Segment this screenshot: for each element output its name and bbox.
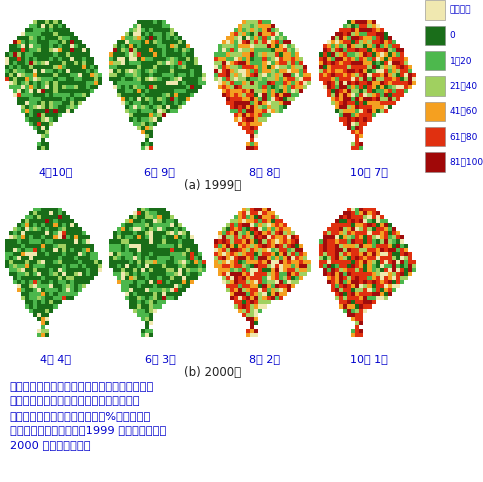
Text: 61－80: 61－80: [450, 132, 478, 141]
Bar: [426, 26, 445, 45]
Text: 水田なし: 水田なし: [450, 6, 471, 14]
Bar: [426, 102, 445, 121]
Text: 図４　作付時期・作付面積推定モデルより概定
した水田作付面積率（各メッシュにおける
［作付面積／水田面積］の値（%））の期別
変化（メコン河下流域、1999 年: 図４ 作付時期・作付面積推定モデルより概定 した水田作付面積率（各メッシュにおけ…: [10, 382, 166, 450]
Text: 0: 0: [450, 31, 455, 40]
Text: 41－60: 41－60: [450, 107, 478, 116]
Bar: [426, 0, 445, 20]
Text: 8月 8日: 8月 8日: [249, 167, 280, 177]
Text: 10月 7日: 10月 7日: [350, 167, 388, 177]
Text: 4月10日: 4月10日: [38, 167, 72, 177]
Bar: [426, 76, 445, 95]
Text: 8月 2日: 8月 2日: [249, 354, 280, 364]
Text: (a) 1999年: (a) 1999年: [184, 179, 241, 192]
Text: 10月 1日: 10月 1日: [350, 354, 388, 364]
Text: 6月 3日: 6月 3日: [144, 354, 175, 364]
Text: 4月 4日: 4月 4日: [40, 354, 71, 364]
Bar: [426, 152, 445, 172]
Text: 6月 9日: 6月 9日: [144, 167, 175, 177]
Bar: [426, 127, 445, 146]
Text: (b) 2000年: (b) 2000年: [184, 366, 241, 379]
Text: 21－40: 21－40: [450, 81, 478, 91]
Bar: [426, 51, 445, 70]
Text: 1－20: 1－20: [450, 56, 472, 65]
Text: 81－100: 81－100: [450, 158, 483, 166]
